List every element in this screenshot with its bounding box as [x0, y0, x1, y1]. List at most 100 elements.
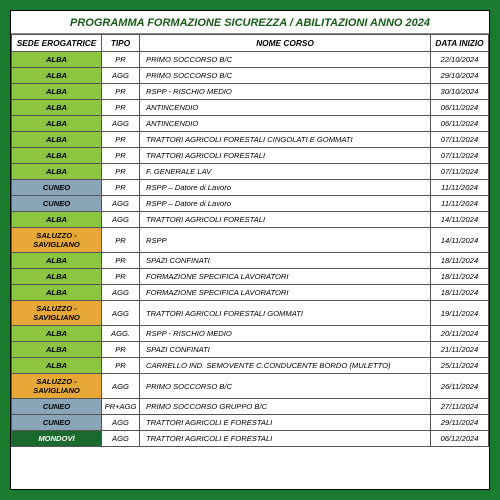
cell-sede: ALBA [12, 326, 102, 342]
cell-data: 29/10/2024 [431, 68, 489, 84]
cell-sede: MONDOVÌ [12, 431, 102, 447]
cell-tipo: AGG. [102, 326, 140, 342]
cell-data: 06/11/2024 [431, 116, 489, 132]
table-row: MONDOVÌAGGTRATTORI AGRICOLI E FORESTALI0… [12, 431, 489, 447]
cell-nome: PRIMO SOCCORSO B/C [140, 68, 431, 84]
cell-tipo: PR [102, 132, 140, 148]
cell-tipo: AGG [102, 431, 140, 447]
schedule-table: SEDE EROGATRICE TIPO NOME CORSO DATA INI… [11, 34, 489, 447]
cell-tipo: PR [102, 52, 140, 68]
cell-tipo: AGG [102, 374, 140, 399]
cell-data: 06/11/2024 [431, 100, 489, 116]
cell-data: 21/11/2024 [431, 342, 489, 358]
table-row: ALBAAGGFORMAZIONE SPECIFICA LAVORATORI18… [12, 285, 489, 301]
cell-nome: RSPP - RISCHIO MEDIO [140, 84, 431, 100]
cell-data: 18/11/2024 [431, 253, 489, 269]
cell-tipo: PR [102, 100, 140, 116]
page-title: PROGRAMMA FORMAZIONE SICUREZZA / ABILITA… [11, 11, 489, 34]
cell-sede: SALUZZO - SAVIGLIANO [12, 228, 102, 253]
cell-sede: ALBA [12, 68, 102, 84]
cell-data: 14/11/2024 [431, 228, 489, 253]
cell-sede: CUNEO [12, 399, 102, 415]
table-row: ALBAPRF. GENERALE LAV07/11/2024 [12, 164, 489, 180]
cell-sede: ALBA [12, 269, 102, 285]
cell-sede: SALUZZO - SAVIGLIANO [12, 301, 102, 326]
cell-tipo: PR+AGG [102, 399, 140, 415]
cell-sede: ALBA [12, 116, 102, 132]
table-row: ALBAAGGANTINCENDIO06/11/2024 [12, 116, 489, 132]
cell-sede: SALUZZO - SAVIGLIANO [12, 374, 102, 399]
schedule-sheet: PROGRAMMA FORMAZIONE SICUREZZA / ABILITA… [10, 10, 490, 490]
table-row: ALBAPRSPAZI CONFINATI18/11/2024 [12, 253, 489, 269]
cell-tipo: AGG [102, 196, 140, 212]
cell-sede: ALBA [12, 84, 102, 100]
cell-nome: TRATTORI AGRICOLI E FORESTALI [140, 431, 431, 447]
cell-sede: ALBA [12, 52, 102, 68]
cell-tipo: PR [102, 253, 140, 269]
table-row: ALBAPRANTINCENDIO06/11/2024 [12, 100, 489, 116]
cell-data: 27/11/2024 [431, 399, 489, 415]
cell-tipo: PR [102, 180, 140, 196]
cell-nome: PRIMO SOCCORSO B/C [140, 374, 431, 399]
cell-data: 30/10/2024 [431, 84, 489, 100]
cell-sede: ALBA [12, 212, 102, 228]
table-row: ALBAPRTRATTORI AGRICOLI FORESTALI07/11/2… [12, 148, 489, 164]
cell-tipo: AGG [102, 212, 140, 228]
cell-nome: RSPP [140, 228, 431, 253]
cell-data: 18/11/2024 [431, 269, 489, 285]
cell-sede: CUNEO [12, 180, 102, 196]
cell-sede: ALBA [12, 148, 102, 164]
cell-nome: F. GENERALE LAV [140, 164, 431, 180]
cell-sede: ALBA [12, 285, 102, 301]
table-row: CUNEOAGGRSPP – Datore di Lavoro11/11/202… [12, 196, 489, 212]
cell-data: 26/11/2024 [431, 374, 489, 399]
table-row: ALBAPRPRIMO SOCCORSO B/C22/10/2024 [12, 52, 489, 68]
cell-nome: TRATTORI AGRICOLI FORESTALI [140, 212, 431, 228]
cell-tipo: PR [102, 148, 140, 164]
cell-nome: TRATTORI AGRICOLI FORESTALI GOMMATI [140, 301, 431, 326]
table-row: ALBAPRTRATTORI AGRICOLI FORESTALI CINGOL… [12, 132, 489, 148]
cell-sede: ALBA [12, 132, 102, 148]
col-nome: NOME CORSO [140, 35, 431, 52]
table-row: CUNEOPRRSPP – Datore di Lavoro11/11/2024 [12, 180, 489, 196]
cell-nome: RSPP – Datore di Lavoro [140, 196, 431, 212]
cell-data: 07/11/2024 [431, 164, 489, 180]
table-header-row: SEDE EROGATRICE TIPO NOME CORSO DATA INI… [12, 35, 489, 52]
cell-data: 25/11/2024 [431, 358, 489, 374]
col-data: DATA INIZIO [431, 35, 489, 52]
cell-sede: ALBA [12, 358, 102, 374]
cell-data: 06/12/2024 [431, 431, 489, 447]
cell-tipo: PR [102, 358, 140, 374]
table-row: ALBAAGG.RSPP - RISCHIO MEDIO20/11/2024 [12, 326, 489, 342]
cell-nome: SPAZI CONFINATI [140, 253, 431, 269]
cell-tipo: PR [102, 164, 140, 180]
table-row: SALUZZO - SAVIGLIANOAGGPRIMO SOCCORSO B/… [12, 374, 489, 399]
cell-data: 11/11/2024 [431, 196, 489, 212]
cell-data: 18/11/2024 [431, 285, 489, 301]
cell-nome: ANTINCENDIO [140, 116, 431, 132]
cell-tipo: PR [102, 269, 140, 285]
cell-nome: FORMAZIONE SPECIFICA LAVORATORI [140, 269, 431, 285]
cell-sede: CUNEO [12, 415, 102, 431]
cell-data: 14/11/2024 [431, 212, 489, 228]
cell-tipo: AGG [102, 116, 140, 132]
table-row: SALUZZO - SAVIGLIANOAGGTRATTORI AGRICOLI… [12, 301, 489, 326]
table-row: CUNEOAGGTRATTORI AGRICOLI E FORESTALI29/… [12, 415, 489, 431]
table-row: CUNEOPR+AGGPRIMO SOCCORSO GRUPPO B/C27/1… [12, 399, 489, 415]
cell-nome: RSPP - RISCHIO MEDIO [140, 326, 431, 342]
cell-nome: TRATTORI AGRICOLI FORESTALI CINGOLATI E … [140, 132, 431, 148]
cell-nome: TRATTORI AGRICOLI FORESTALI [140, 148, 431, 164]
cell-nome: TRATTORI AGRICOLI E FORESTALI [140, 415, 431, 431]
cell-nome: FORMAZIONE SPECIFICA LAVORATORI [140, 285, 431, 301]
cell-tipo: PR [102, 228, 140, 253]
cell-sede: ALBA [12, 164, 102, 180]
cell-tipo: PR [102, 84, 140, 100]
cell-tipo: AGG [102, 68, 140, 84]
cell-sede: CUNEO [12, 196, 102, 212]
cell-data: 22/10/2024 [431, 52, 489, 68]
table-row: ALBAPRSPAZI CONFINATI21/11/2024 [12, 342, 489, 358]
cell-data: 07/11/2024 [431, 148, 489, 164]
cell-nome: PRIMO SOCCORSO B/C [140, 52, 431, 68]
col-sede: SEDE EROGATRICE [12, 35, 102, 52]
table-row: ALBAPRRSPP - RISCHIO MEDIO30/10/2024 [12, 84, 489, 100]
